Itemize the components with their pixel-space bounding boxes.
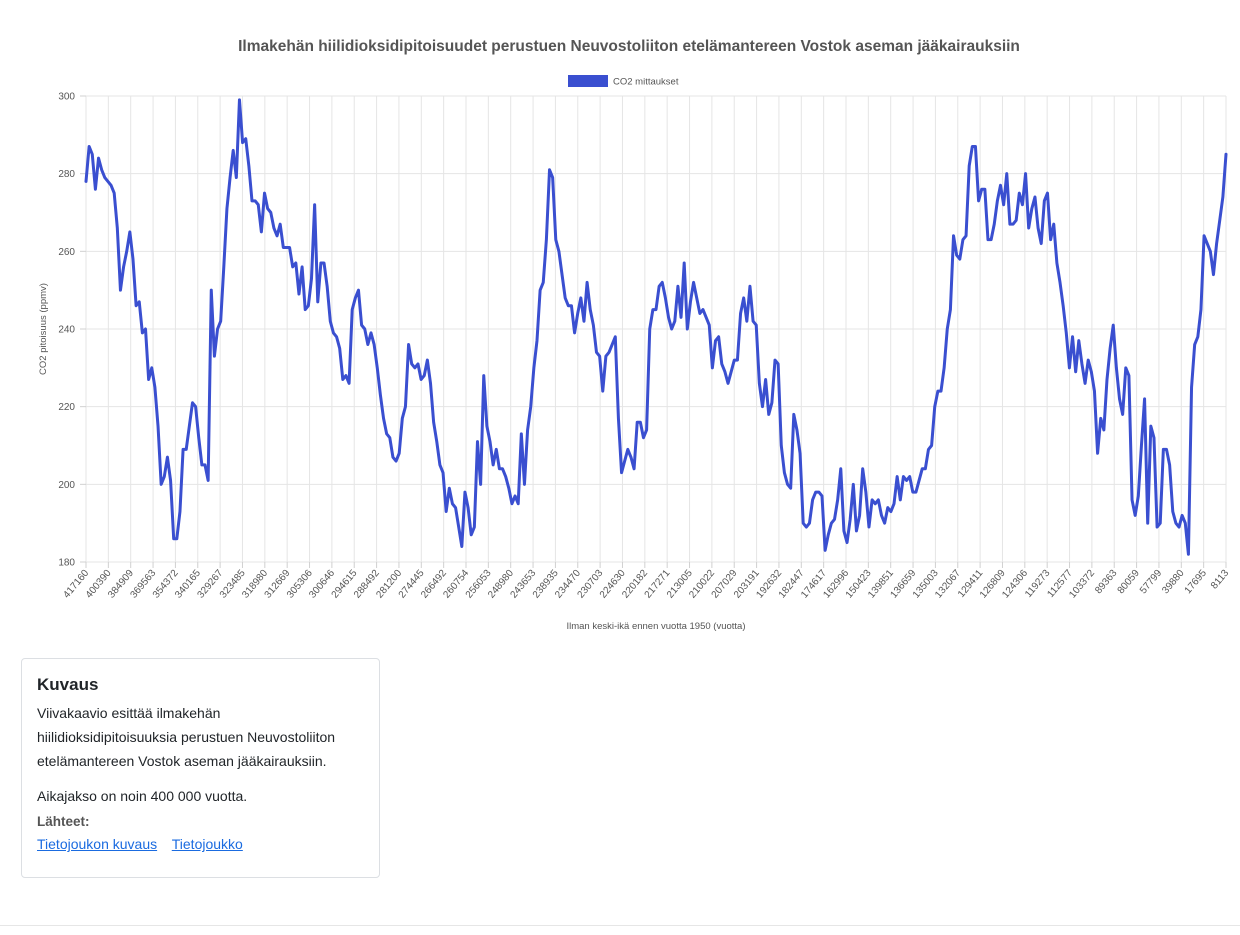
y-axis-label: CO2 pitoisuus (ppmv) [38,283,49,375]
chart-title: Ilmakehän hiilidioksidipitoisuudet perus… [238,38,1020,55]
dataset-link[interactable]: Tietojoukko [171,836,243,852]
co2-series-line[interactable] [84,98,1228,556]
y-tick-label: 200 [58,480,75,491]
time-span-text: Aikajakso on noin 400 000 vuotta. [37,788,248,804]
legend-swatch [568,75,608,87]
legend-label: CO2 mittaukset [613,77,679,88]
series-layer [84,98,1228,556]
x-tick-label: 39880 [1160,568,1187,597]
source-links: Tietojoukon kuvaus Tietojoukko [37,834,364,854]
y-tick-label: 280 [58,169,75,180]
dataset-description-link[interactable]: Tietojoukon kuvaus [37,836,158,852]
x-tick-label: 80059 [1116,568,1143,597]
legend[interactable]: CO2 mittaukset [568,75,679,88]
y-tick-label: 180 [58,558,75,569]
y-tick-labels: 180 200 220 240 260 280 300 [58,92,75,569]
description-card: Kuvaus Viivakaavio esittää ilmakehän hii… [21,658,380,878]
y-tick-label: 300 [58,92,75,103]
y-tick-label: 220 [58,402,75,413]
y-tick-label: 260 [58,247,75,258]
y-tick-label: 240 [58,325,75,336]
description-text: Viivakaavio esittää ilmakehän hiilidioks… [37,705,336,769]
axes [80,95,1227,568]
x-tick-labels: 4171604003903849093695633543723401653292… [61,568,1231,601]
x-tick-label: 89363 [1093,568,1120,597]
x-axis-label: Ilman keski-ikä ennen vuotta 1950 (vuott… [566,621,745,632]
x-tick-label: 57799 [1138,568,1165,597]
line-chart: Ilmakehän hiilidioksidipitoisuudet perus… [38,38,1232,632]
footer-divider [0,925,1240,926]
grid [85,95,1227,563]
x-tick-label: 8113 [1209,568,1232,592]
x-tick-label: 17695 [1183,568,1210,597]
sources-label: Lähteet: [37,814,90,829]
description-title: Kuvaus [37,675,99,694]
